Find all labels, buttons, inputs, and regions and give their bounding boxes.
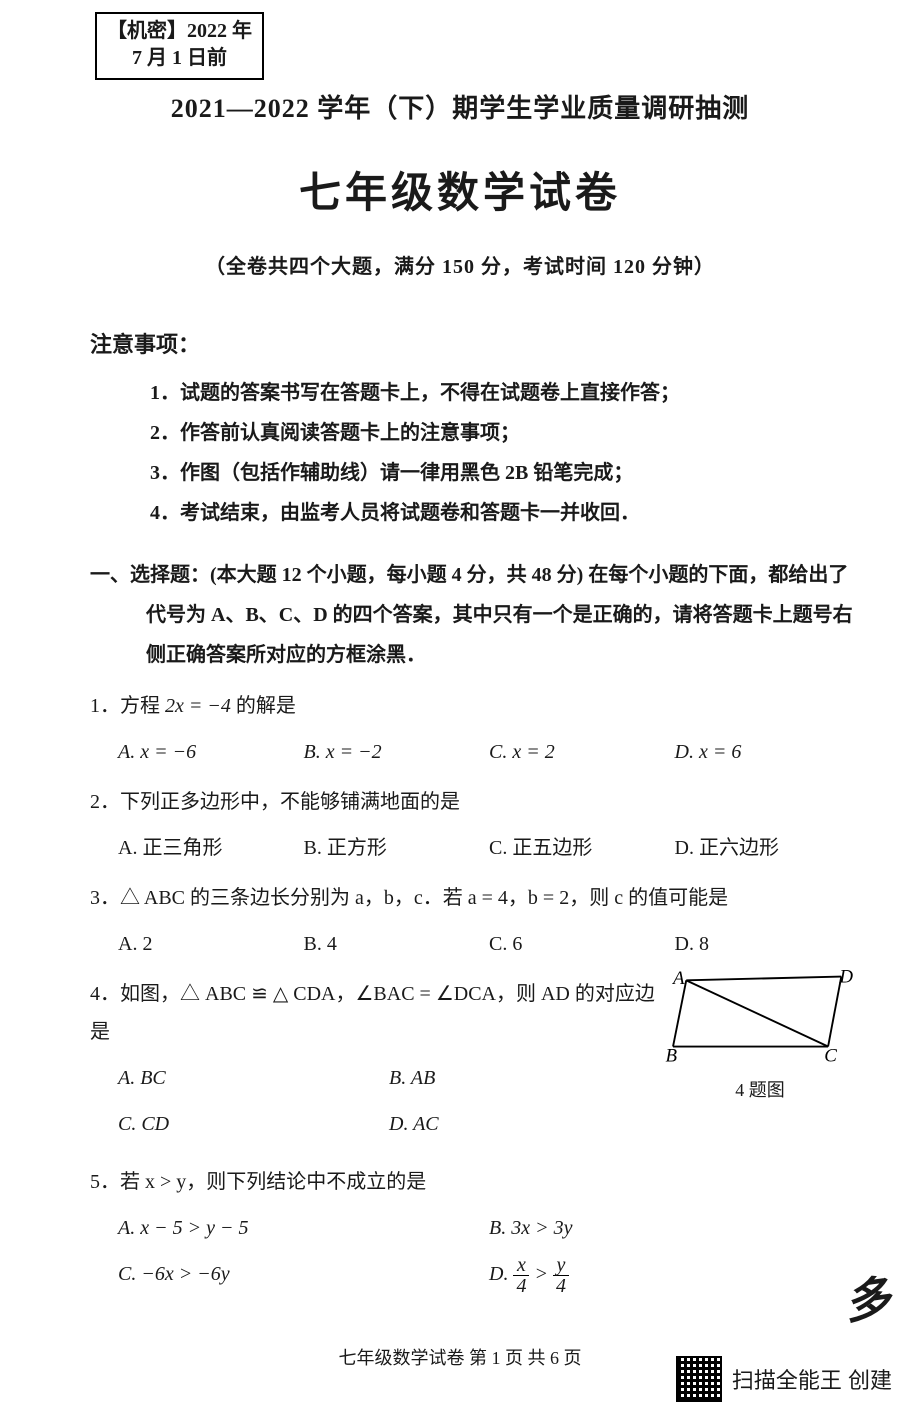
- scanner-text: 扫描全能王 创建: [732, 1363, 892, 1395]
- q2-option-d: D. 正六边形: [675, 829, 861, 867]
- exam-page: 【机密】2022 年 7 月 1 日前 2021—2022 学年（下）期学生学业…: [0, 0, 920, 1410]
- q5-d-prefix: D.: [489, 1263, 513, 1285]
- q3-options: A. 2 B. 4 C. 6 D. 8: [90, 925, 860, 963]
- q5-frac1-den: 4: [513, 1276, 529, 1296]
- q4-option-d: D. AC: [389, 1105, 660, 1143]
- q1-options: A. x = −6 B. x = −2 C. x = 2 D. x = 6: [90, 733, 860, 771]
- q4-figure-caption: 4 题图: [660, 1073, 860, 1107]
- q5-frac-1: x 4: [513, 1255, 529, 1296]
- q3-option-b: B. 4: [304, 925, 490, 963]
- q3-option-c: C. 6: [489, 925, 675, 963]
- notice-item: 1．试题的答案书写在答题卡上，不得在试题卷上直接作答；: [150, 373, 890, 413]
- q4-option-c: C. CD: [118, 1105, 389, 1143]
- question-1: 1．方程 2x = −4 的解是 A. x = −6 B. x = −2 C. …: [90, 687, 860, 771]
- handwritten-mark: 多: [840, 1261, 895, 1333]
- confidential-stamp: 【机密】2022 年 7 月 1 日前: [95, 12, 264, 80]
- q5-option-c: C. −6x > −6y: [118, 1255, 489, 1296]
- q1-option-a: A. x = −6: [118, 733, 304, 771]
- q3-stem: 3．△ ABC 的三条边长分别为 a，b，c．若 a = 4，b = 2，则 c…: [90, 879, 860, 917]
- question-5: 5．若 x > y，则下列结论中不成立的是 A. x − 5 > y − 5 B…: [90, 1163, 860, 1304]
- question-2: 2．下列正多边形中，不能够铺满地面的是 A. 正三角形 B. 正方形 C. 正五…: [90, 783, 860, 867]
- q1-stem-suffix: 的解是: [231, 695, 296, 717]
- exam-info: （全卷共四个大题，满分 150 分，考试时间 120 分钟）: [30, 250, 890, 279]
- q5-frac-2: y 4: [553, 1255, 569, 1296]
- notice-item: 3．作图（包括作辅助线）请一律用黑色 2B 铅笔完成；: [150, 453, 890, 493]
- q5-stem: 5．若 x > y，则下列结论中不成立的是: [90, 1163, 860, 1201]
- q1-option-c: C. x = 2: [489, 733, 675, 771]
- q1-stem-prefix: 1．方程: [90, 695, 165, 717]
- q2-options: A. 正三角形 B. 正方形 C. 正五边形 D. 正六边形: [90, 829, 860, 867]
- q2-option-c: C. 正五边形: [489, 829, 675, 867]
- q4-figure: A D B C 4 题图: [660, 969, 860, 1107]
- q1-option-d: D. x = 6: [675, 733, 861, 771]
- q1-stem: 1．方程 2x = −4 的解是: [90, 687, 860, 725]
- q2-option-b: B. 正方形: [304, 829, 490, 867]
- q5-option-b: B. 3x > 3y: [489, 1209, 860, 1247]
- q4-diagram: A D B C: [665, 969, 855, 1073]
- q4-option-b: B. AB: [389, 1059, 660, 1097]
- notice-list: 1．试题的答案书写在答题卡上，不得在试题卷上直接作答； 2．作答前认真阅读答题卡…: [150, 373, 890, 533]
- question-4: 4．如图，△ ABC ≌ △ CDA，∠BAC = ∠DCA，则 AD 的对应边…: [90, 975, 860, 1151]
- q5-d-mid: >: [534, 1263, 553, 1285]
- q5-frac2-den: 4: [553, 1276, 569, 1296]
- q4-option-a: A. BC: [118, 1059, 389, 1097]
- q3-option-a: A. 2: [118, 925, 304, 963]
- question-3: 3．△ ABC 的三条边长分别为 a，b，c．若 a = 4，b = 2，则 c…: [90, 879, 860, 963]
- svg-text:B: B: [665, 1046, 677, 1067]
- scanner-watermark: 扫描全能王 创建: [676, 1356, 892, 1402]
- confidential-line2: 7 月 1 日前: [107, 45, 252, 72]
- section-1-intro: 一、选择题：(本大题 12 个小题，每小题 4 分，共 48 分) 在每个小题的…: [90, 555, 860, 675]
- q2-stem: 2．下列正多边形中，不能够铺满地面的是: [90, 783, 860, 821]
- q4-options: A. BC B. AB C. CD D. AC: [90, 1059, 660, 1151]
- notice-item: 2．作答前认真阅读答题卡上的注意事项；: [150, 413, 890, 453]
- q5-option-d: D. x 4 > y 4: [489, 1255, 860, 1296]
- qr-icon: [676, 1356, 722, 1402]
- exam-subtitle: 2021—2022 学年（下）期学生学业质量调研抽测: [30, 88, 890, 125]
- svg-text:C: C: [824, 1046, 837, 1067]
- notice-heading: 注意事项：: [90, 327, 890, 359]
- svg-text:D: D: [838, 969, 853, 987]
- q5-frac1-num: x: [513, 1255, 529, 1276]
- q1-expr: 2x = −4: [165, 695, 231, 717]
- q5-option-a: A. x − 5 > y − 5: [118, 1209, 489, 1247]
- q5-frac2-num: y: [553, 1255, 569, 1276]
- q4-stem: 4．如图，△ ABC ≌ △ CDA，∠BAC = ∠DCA，则 AD 的对应边…: [90, 975, 660, 1051]
- q3-option-d: D. 8: [675, 925, 861, 963]
- q1-option-b: B. x = −2: [304, 733, 490, 771]
- notice-item: 4．考试结束，由监考人员将试题卷和答题卡一并收回．: [150, 493, 890, 533]
- svg-text:A: A: [671, 969, 685, 989]
- q5-options: A. x − 5 > y − 5 B. 3x > 3y C. −6x > −6y…: [90, 1209, 860, 1304]
- q2-option-a: A. 正三角形: [118, 829, 304, 867]
- confidential-line1: 【机密】2022 年: [107, 18, 252, 45]
- exam-title: 七年级数学试卷: [30, 159, 890, 220]
